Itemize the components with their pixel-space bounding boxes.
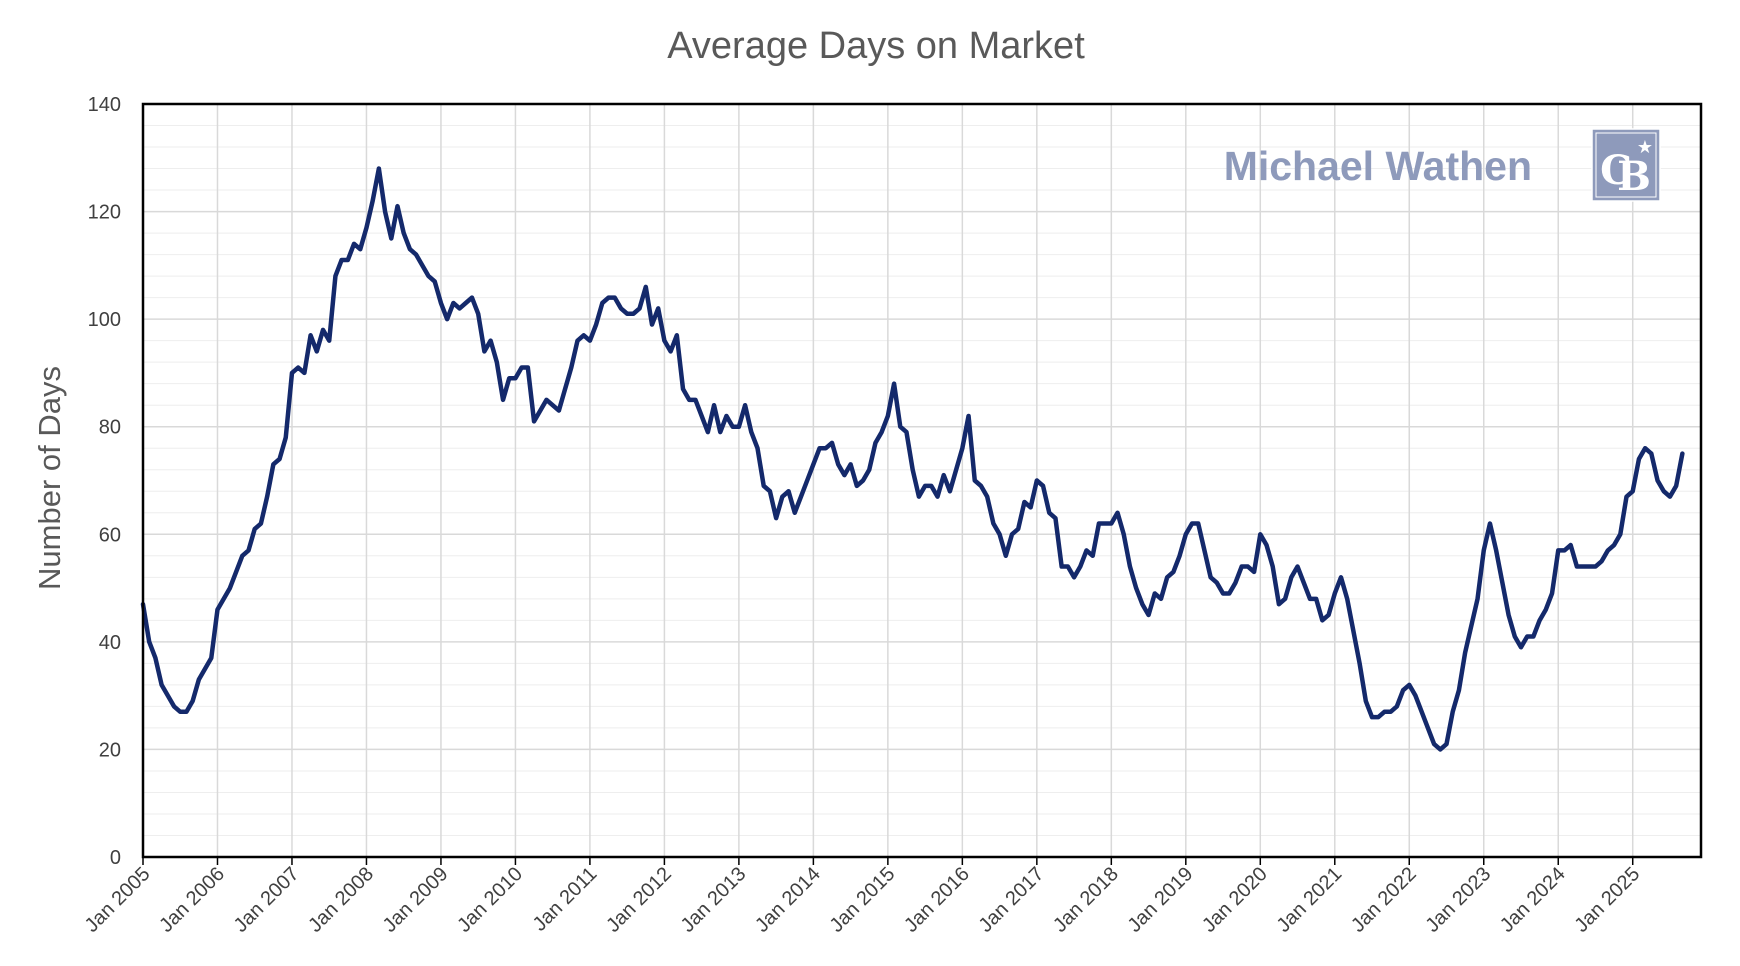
x-tick-label: Jan 2019 bbox=[1124, 863, 1198, 937]
y-tick-label: 80 bbox=[99, 417, 121, 439]
x-tick-label: Jan 2010 bbox=[453, 863, 527, 937]
x-tick-label: Jan 2006 bbox=[155, 863, 229, 937]
major-gridlines bbox=[142, 103, 1701, 858]
x-tick-label: Jan 2021 bbox=[1273, 863, 1347, 937]
x-tick-label: Jan 2005 bbox=[81, 863, 155, 937]
plot-area-frame bbox=[141, 102, 1703, 859]
y-axis-label: Number of Days bbox=[32, 366, 67, 590]
y-tick-label: 120 bbox=[88, 202, 121, 224]
svg-text:C: C bbox=[1600, 147, 1632, 194]
series-line-average-days bbox=[140, 166, 1685, 752]
x-tick-label: Jan 2011 bbox=[529, 863, 602, 936]
y-tick-label: 140 bbox=[88, 94, 121, 116]
chart-title: Average Days on Market bbox=[667, 25, 1085, 67]
x-tick-label: Jan 2024 bbox=[1496, 863, 1570, 937]
x-tick-label: Jan 2014 bbox=[751, 863, 825, 937]
y-tick-label: 40 bbox=[99, 632, 121, 654]
y-tick-label: 100 bbox=[88, 309, 121, 331]
x-tick-label: Jan 2025 bbox=[1571, 863, 1645, 937]
x-tick-label: Jan 2022 bbox=[1347, 863, 1421, 937]
svg-text:B: B bbox=[1617, 153, 1651, 200]
x-tick-label: Jan 2007 bbox=[230, 863, 304, 937]
coldwell-banker-cb-logo-icon: C B ★ bbox=[1591, 128, 1661, 202]
x-tick-label: Jan 2015 bbox=[826, 863, 900, 937]
brand-name: Michael Wathen bbox=[1224, 143, 1532, 189]
x-tick-label: Jan 2013 bbox=[677, 863, 751, 937]
y-tick-label: 60 bbox=[99, 524, 121, 546]
y-tick-label: 0 bbox=[110, 847, 121, 869]
svg-text:★: ★ bbox=[1637, 137, 1653, 158]
y-tick-label: 20 bbox=[99, 739, 121, 761]
x-tick-label: Jan 2009 bbox=[379, 863, 453, 937]
x-tick-label: Jan 2016 bbox=[900, 863, 974, 937]
y-axis-ticks: 0 20 40 60 80 100 120 140 bbox=[88, 94, 121, 869]
x-tick-label: Jan 2023 bbox=[1422, 863, 1496, 937]
x-tick-label: Jan 2017 bbox=[975, 863, 1049, 937]
minor-gridlines bbox=[143, 125, 1701, 836]
x-axis-ticks: Jan 2005 Jan 2006 Jan 2007 Jan 2008 Jan 2009… bbox=[81, 857, 1644, 937]
x-tick-label: Jan 2008 bbox=[304, 863, 378, 937]
x-tick-label: Jan 2018 bbox=[1049, 863, 1123, 937]
x-tick-label: Jan 2020 bbox=[1198, 863, 1272, 937]
x-tick-label: Jan 2012 bbox=[602, 863, 676, 937]
